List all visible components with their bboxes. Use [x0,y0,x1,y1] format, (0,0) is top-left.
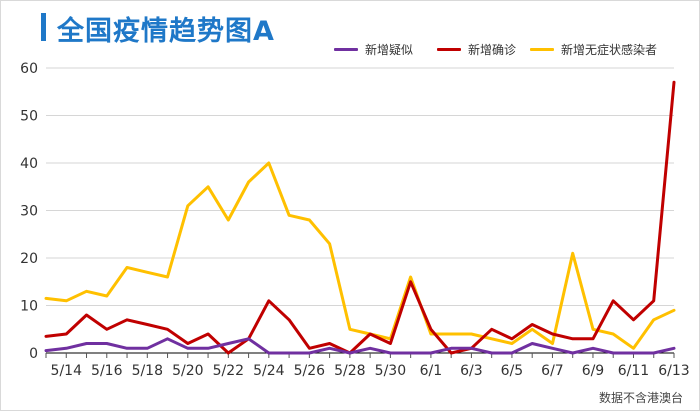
x-tick-label-6/5: 6/5 [501,363,524,379]
x-tick-label-6/3: 6/3 [460,363,483,379]
x-tick-label-6/9: 6/9 [582,363,605,379]
series-line-suspected [44,337,676,355]
x-tick-label-5/14: 5/14 [51,363,83,379]
x-tick-label-6/13: 6/13 [658,363,689,379]
x-tick-label-5/22: 5/22 [213,363,244,379]
x-tick-label-5/28: 5/28 [334,363,365,379]
x-tick-label-5/20: 5/20 [172,363,203,379]
data-source-note: 数据不含港澳台 [598,391,683,405]
x-tick-label-6/7: 6/7 [541,363,564,379]
y-tick-label-10: 10 [20,299,38,315]
series-line-asymptomatic [44,161,676,350]
legend-swatch-suspected [334,48,358,51]
x-tick-label-5/26: 5/26 [294,363,326,379]
x-tick-label-5/18: 5/18 [132,363,163,379]
chart-title: 全国疫情趋势图A [57,16,275,47]
legend-label-suspected: 新增疑似 [365,43,414,57]
y-tick-label-20: 20 [20,251,38,267]
y-tick-label-30: 30 [20,204,38,220]
x-tick-label-5/30: 5/30 [375,363,406,379]
title-accent-bar [41,13,46,41]
legend-item-suspected: 新增疑似 [334,41,413,58]
y-tick-label-40: 40 [20,156,38,172]
legend-label-asymptomatic: 新增无症状感染者 [561,43,658,57]
legend-swatch-asymptomatic [530,48,554,51]
y-tick-label-50: 50 [20,109,38,125]
series-line-confirmed [44,80,676,355]
x-tick-label-6/1: 6/1 [420,363,443,379]
legend-item-asymptomatic: 新增无症状感染者 [530,41,657,58]
legend-label-confirmed: 新增确诊 [468,43,517,57]
legend-swatch-confirmed [437,48,461,51]
y-tick-label-60: 60 [20,61,38,77]
x-tick-label-6/11: 6/11 [618,363,649,379]
x-tick-label-5/16: 5/16 [91,363,123,379]
x-tick-label-5/24: 5/24 [253,363,285,379]
legend-item-confirmed: 新增确诊 [437,41,516,58]
y-tick-label-0: 0 [29,346,38,362]
